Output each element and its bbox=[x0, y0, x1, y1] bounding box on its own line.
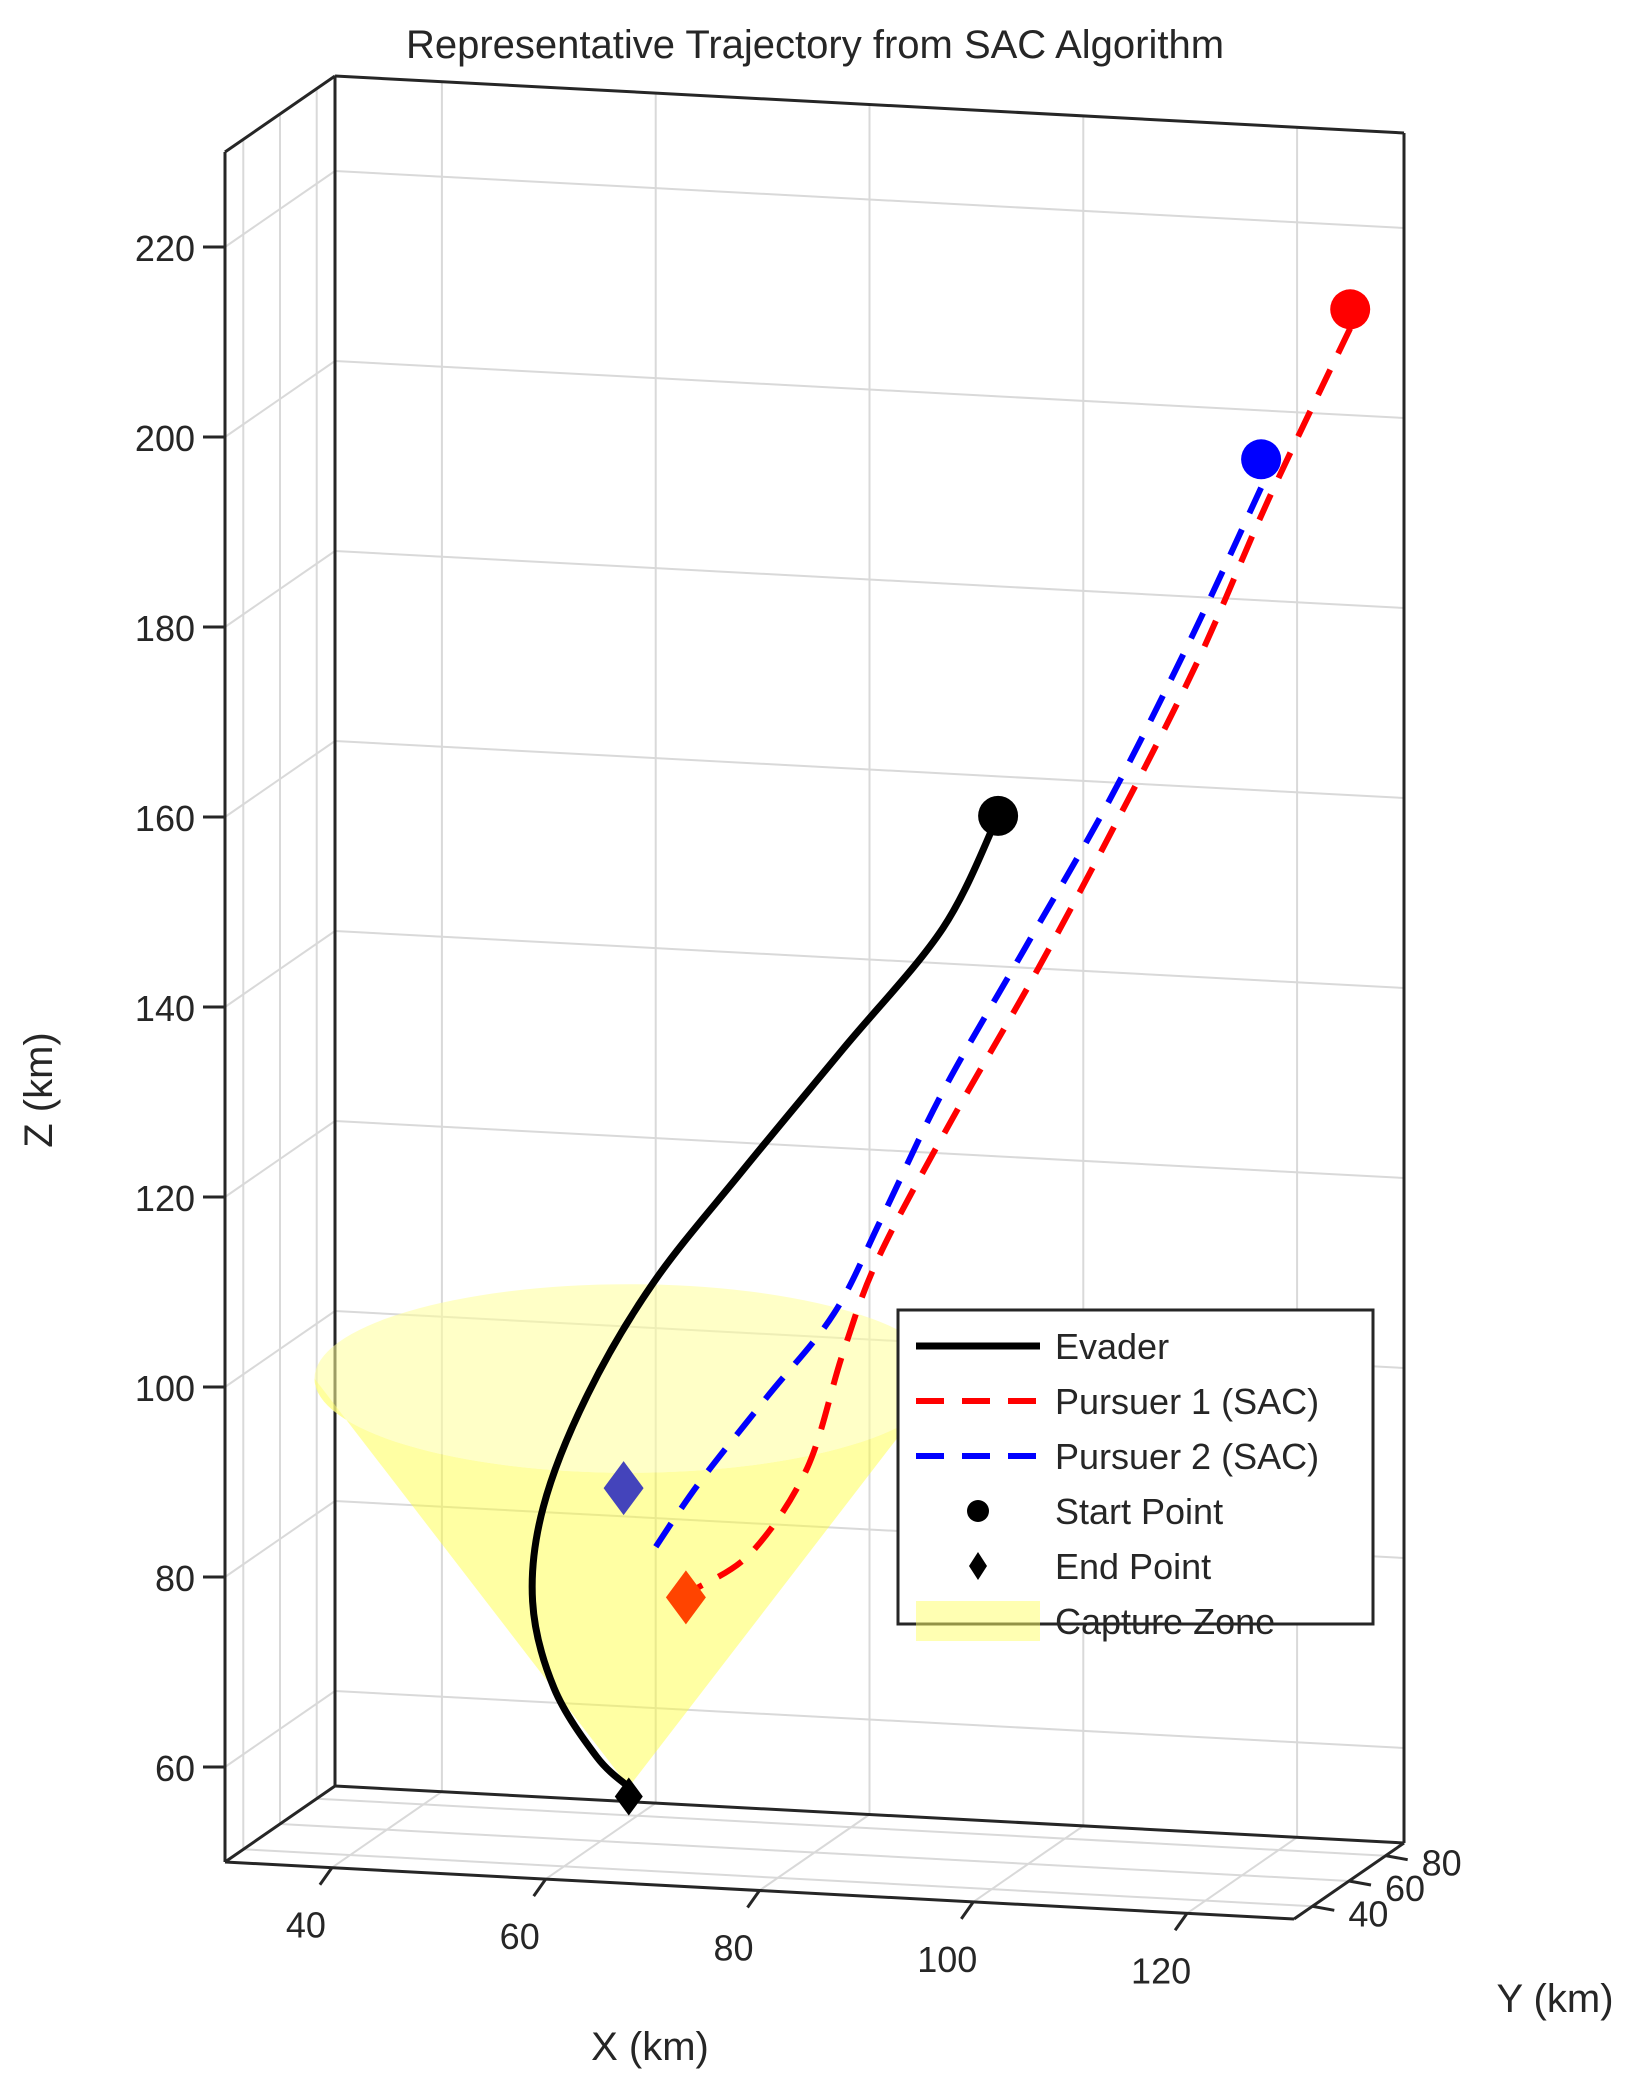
legend-label: Pursuer 1 (SAC) bbox=[1055, 1381, 1319, 1422]
start-point-marker bbox=[1241, 439, 1282, 480]
trajectory-markers bbox=[603, 289, 1371, 1816]
start-point-marker bbox=[978, 795, 1019, 836]
trajectory-lines bbox=[528, 327, 1353, 1790]
z-axis-ticks: 60 80 100 120 140 160 180 200 220 bbox=[135, 228, 225, 1789]
z-tick-label: 100 bbox=[135, 1368, 195, 1409]
x-tick-mark bbox=[532, 1878, 547, 1897]
grid-line-z-back bbox=[334, 740, 1405, 799]
grid-line-y-floor bbox=[243, 1848, 1313, 1908]
x-axis-label: X (km) bbox=[591, 2025, 709, 2069]
axis-box-edge bbox=[224, 74, 336, 154]
grid-line-z-back bbox=[334, 1120, 1405, 1179]
axis-box-edge bbox=[334, 74, 1405, 135]
x-tick-mark bbox=[746, 1889, 761, 1909]
y-tick-label: 40 bbox=[1348, 1893, 1388, 1934]
legend-label: Capture Zone bbox=[1055, 1601, 1275, 1642]
z-tick-label: 200 bbox=[135, 418, 195, 459]
end-point-marker bbox=[665, 1570, 706, 1625]
x-tick-label: 60 bbox=[500, 1916, 540, 1957]
x-tick-mark bbox=[1173, 1912, 1189, 1932]
end-point-marker bbox=[614, 1777, 643, 1816]
x-tick-mark bbox=[318, 1866, 334, 1886]
z-tick-label: 140 bbox=[135, 988, 195, 1029]
series-line-pursuer-1 bbox=[694, 327, 1353, 1591]
y-tick-mark bbox=[1312, 1904, 1335, 1912]
legend: Evader Pursuer 1 (SAC) Pursuer 2 (SAC) Star… bbox=[896, 1308, 1375, 1642]
capture-zone bbox=[314, 1284, 944, 1787]
z-tick-label: 160 bbox=[135, 798, 195, 839]
x-tick-mark bbox=[960, 1901, 975, 1920]
series-line-evader bbox=[528, 814, 1002, 1790]
y-tick-label: 80 bbox=[1422, 1843, 1462, 1884]
legend-label: Evader bbox=[1055, 1326, 1169, 1367]
capture-zone-cone bbox=[314, 1378, 944, 1787]
x-tick-label: 100 bbox=[917, 1939, 977, 1980]
legend-swatch-circle bbox=[967, 1500, 989, 1522]
x-tick-label: 40 bbox=[286, 1905, 326, 1946]
grid-line-z-back bbox=[334, 360, 1405, 419]
axis-box-edge bbox=[224, 1784, 336, 1864]
axis-box-edge bbox=[334, 1784, 1405, 1845]
grid-line-y-floor bbox=[316, 1797, 1386, 1857]
x-axis-ticks: 40 60 80 100 120 bbox=[286, 1866, 1191, 1991]
legend-swatch-diamond bbox=[969, 1552, 987, 1580]
z-tick-label: 80 bbox=[155, 1558, 195, 1599]
z-tick-label: 220 bbox=[135, 228, 195, 269]
legend-label: End Point bbox=[1055, 1546, 1211, 1587]
y-tick-mark bbox=[1385, 1854, 1408, 1862]
z-tick-label: 180 bbox=[135, 608, 195, 649]
legend-label: Pursuer 2 (SAC) bbox=[1055, 1436, 1319, 1477]
axis-box bbox=[223, 74, 1406, 1921]
y-axis-label: Y (km) bbox=[1496, 1977, 1613, 2021]
x-tick-label: 80 bbox=[713, 1928, 753, 1969]
start-point-marker bbox=[1330, 289, 1371, 330]
z-tick-label: 120 bbox=[135, 1178, 195, 1219]
z-tick-label: 60 bbox=[155, 1748, 195, 1789]
x-tick-label: 120 bbox=[1131, 1950, 1191, 1991]
series-line-pursuer-2 bbox=[653, 486, 1264, 1549]
capture-zone-base bbox=[314, 1284, 944, 1473]
grid-line-y-floor bbox=[279, 1823, 1350, 1882]
y-tick-label: 60 bbox=[1385, 1868, 1425, 1909]
grid-line-z-back bbox=[334, 170, 1405, 229]
chart-title: Representative Trajectory from SAC Algor… bbox=[406, 23, 1224, 67]
z-axis-label: Z (km) bbox=[17, 1032, 61, 1148]
legend-swatch-patch bbox=[916, 1601, 1040, 1641]
y-tick-mark bbox=[1348, 1879, 1372, 1887]
grid-line-z-back bbox=[334, 1690, 1405, 1749]
end-point-marker bbox=[603, 1461, 644, 1516]
legend-label: Start Point bbox=[1055, 1491, 1223, 1532]
grid-line-z-back bbox=[334, 930, 1405, 989]
